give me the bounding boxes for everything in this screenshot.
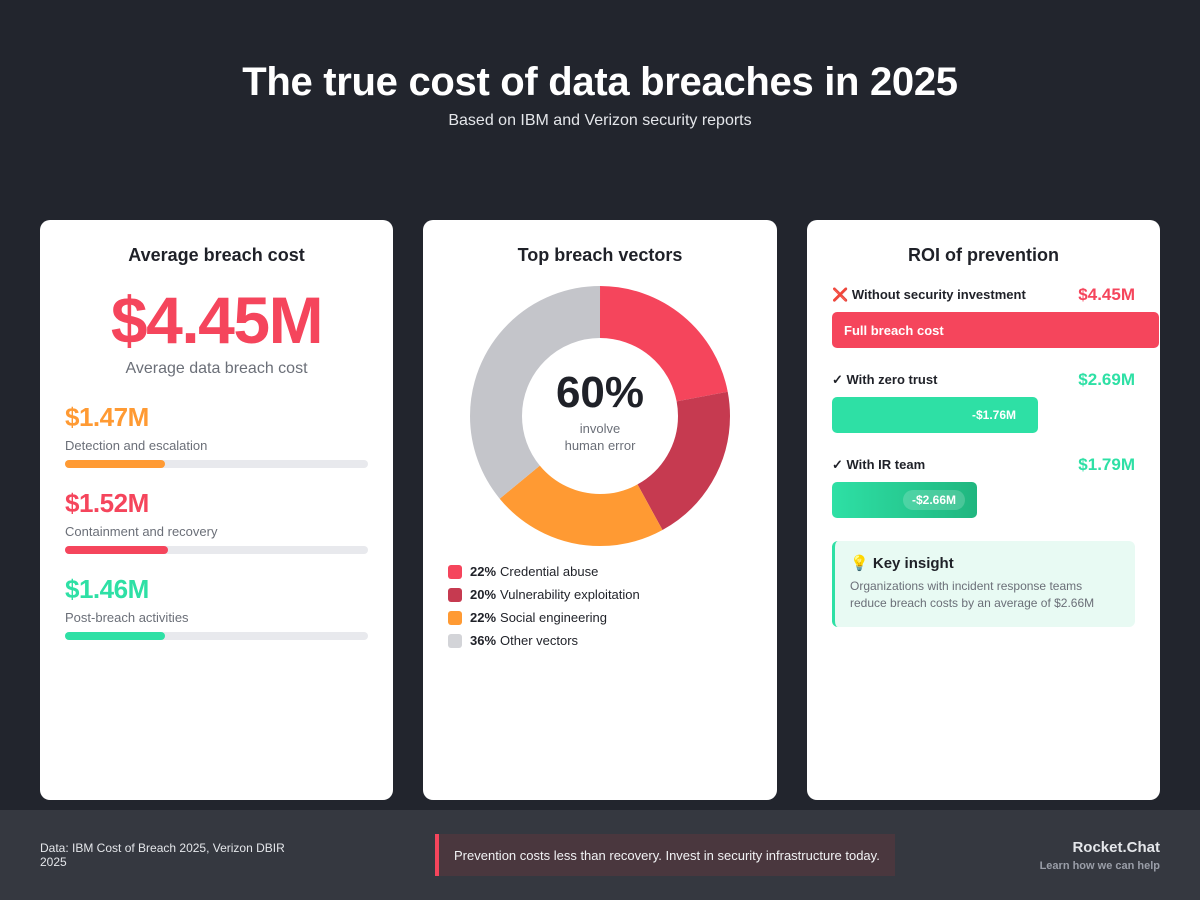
learn-more-link[interactable]: Learn how we can help — [1039, 860, 1160, 872]
roi-bar-full: Full breach cost — [832, 312, 1159, 348]
metric-label: Detection and escalation — [65, 438, 208, 453]
metric-label: Post-breach activities — [65, 610, 189, 625]
segment-vulnerability-exploitation[interactable] — [470, 286, 730, 546]
footer: Data: IBM Cost of Breach 2025, Verizon D… — [0, 810, 1200, 900]
card-title: Top breach vectors — [517, 245, 683, 265]
legend-percent: 22% — [470, 610, 497, 625]
metric-containment: $1.52M Containment and recovery — [65, 488, 368, 554]
card-title: Average breach cost — [128, 245, 305, 265]
roi-label: ❌ Without security investment — [832, 287, 1026, 303]
roi-row-without-investment: ❌ Without security investment $4.45M Ful… — [832, 285, 1159, 348]
page-title: The true cost of data breaches in 2025 — [242, 60, 958, 104]
metric-value: $1.46M — [65, 574, 149, 604]
roi-prevention-card: ROI of prevention ❌ Without security inv… — [807, 220, 1160, 800]
check-icon: ✓ — [832, 372, 843, 387]
legend-item-social-engineering: 22% Social engineering — [448, 606, 640, 629]
roi-value: $4.45M — [1078, 285, 1135, 304]
progress-track — [65, 632, 368, 640]
cost-breakdown: $1.47M Detection and escalation $1.52M C… — [40, 402, 393, 640]
roi-label-text: With IR team — [846, 457, 926, 472]
insight-text: Organizations with incident response tea… — [850, 579, 1095, 610]
segment-social-engineering[interactable] — [470, 286, 730, 546]
progress-fill — [65, 460, 165, 468]
legend-item-other-vectors: 36% Other vectors — [448, 629, 640, 652]
donut-svg — [470, 286, 730, 546]
key-insight-box: 💡 Key insight Organizations with inciden… — [832, 541, 1135, 627]
caption-line-1: involve — [579, 421, 621, 436]
progress-fill — [65, 632, 165, 640]
human-error-caption: involve human error — [565, 420, 636, 454]
breach-vectors-card: Top breach vectors 60% involve human err… — [423, 220, 777, 800]
cross-icon: ❌ — [832, 287, 849, 302]
swatch-icon — [448, 587, 462, 602]
legend-item-credential-abuse: 22% Credential abuse — [448, 560, 640, 583]
metric-value: $1.52M — [65, 488, 149, 518]
roi-bar-label: Full breach cost — [844, 322, 944, 338]
caption-line-2: human error — [564, 438, 636, 453]
metric-post-breach: $1.46M Post-breach activities — [65, 574, 368, 640]
roi-label-text: Without security investment — [851, 287, 1026, 302]
roi-value: $1.79M — [1078, 455, 1135, 474]
legend-percent: 36% — [470, 633, 497, 648]
progress-fill — [65, 546, 169, 554]
page-header: The true cost of data breaches in 2025 B… — [0, 58, 1200, 130]
insight-title: 💡 Key insight — [850, 554, 1120, 572]
page-subtitle: Based on IBM and Verizon security report… — [448, 112, 752, 129]
segment-other-vectors[interactable] — [470, 286, 730, 546]
swatch-icon — [448, 633, 462, 648]
check-icon: ✓ — [832, 457, 843, 472]
metric-detection: $1.47M Detection and escalation — [65, 402, 368, 468]
roi-label-text: With zero trust — [846, 372, 938, 387]
roi-bar-ir-team: -$2.66M — [832, 482, 977, 518]
roi-row-ir-team: ✓ With IR team $1.79M -$2.66M — [832, 455, 1135, 518]
roi-value: $2.69M — [1078, 370, 1135, 389]
legend-percent: 22% — [470, 564, 497, 579]
brand-block[interactable]: Rocket.Chat Learn how we can help — [1040, 839, 1160, 872]
human-error-percent: 60% — [555, 368, 645, 417]
legend-item-vulnerability-exploitation: 20% Vulnerability exploitation — [448, 583, 640, 606]
roi-bar-zero-trust: -$1.76M — [832, 397, 1038, 433]
legend-label: Social engineering — [500, 610, 607, 625]
legend-label: Vulnerability exploitation — [500, 587, 640, 602]
legend-label: Credential abuse — [500, 564, 599, 579]
cta-text: Prevention costs less than recovery. Inv… — [454, 847, 880, 863]
average-cost-value: $4.45M — [110, 283, 324, 357]
roi-label: ✓ With IR team — [832, 457, 925, 473]
chart-legend: 22% Credential abuse 20% Vulnerability e… — [448, 560, 640, 652]
brand-name[interactable]: Rocket.Chat — [1072, 839, 1160, 856]
cta-banner: Prevention costs less than recovery. Inv… — [435, 834, 895, 876]
savings-badge: -$2.66M — [902, 490, 965, 510]
average-breach-cost-card: Average breach cost $4.45M Average data … — [40, 220, 393, 800]
data-source: Data: IBM Cost of Breach 2025, Verizon D… — [40, 841, 285, 869]
donut-center: 60% involve human error — [470, 286, 730, 546]
donut-chart: 60% involve human error — [470, 286, 730, 546]
savings-label: -$1.76M — [971, 408, 1016, 422]
progress-track — [65, 460, 368, 468]
card-title: ROI of prevention — [907, 245, 1059, 265]
swatch-icon — [448, 610, 462, 625]
roi-label: ✓ With zero trust — [832, 372, 937, 388]
lightbulb-icon: 💡 — [850, 555, 869, 572]
legend-percent: 20% — [470, 587, 497, 602]
insight-title-text: Key insight — [872, 555, 954, 572]
metric-value: $1.47M — [65, 402, 149, 432]
progress-track — [65, 546, 368, 554]
metric-label: Containment and recovery — [65, 524, 218, 539]
swatch-icon — [448, 564, 462, 579]
average-cost-label: Average data breach cost — [125, 360, 308, 377]
legend-label: Other vectors — [500, 633, 579, 648]
roi-row-zero-trust: ✓ With zero trust $2.69M -$1.76M — [832, 370, 1135, 433]
